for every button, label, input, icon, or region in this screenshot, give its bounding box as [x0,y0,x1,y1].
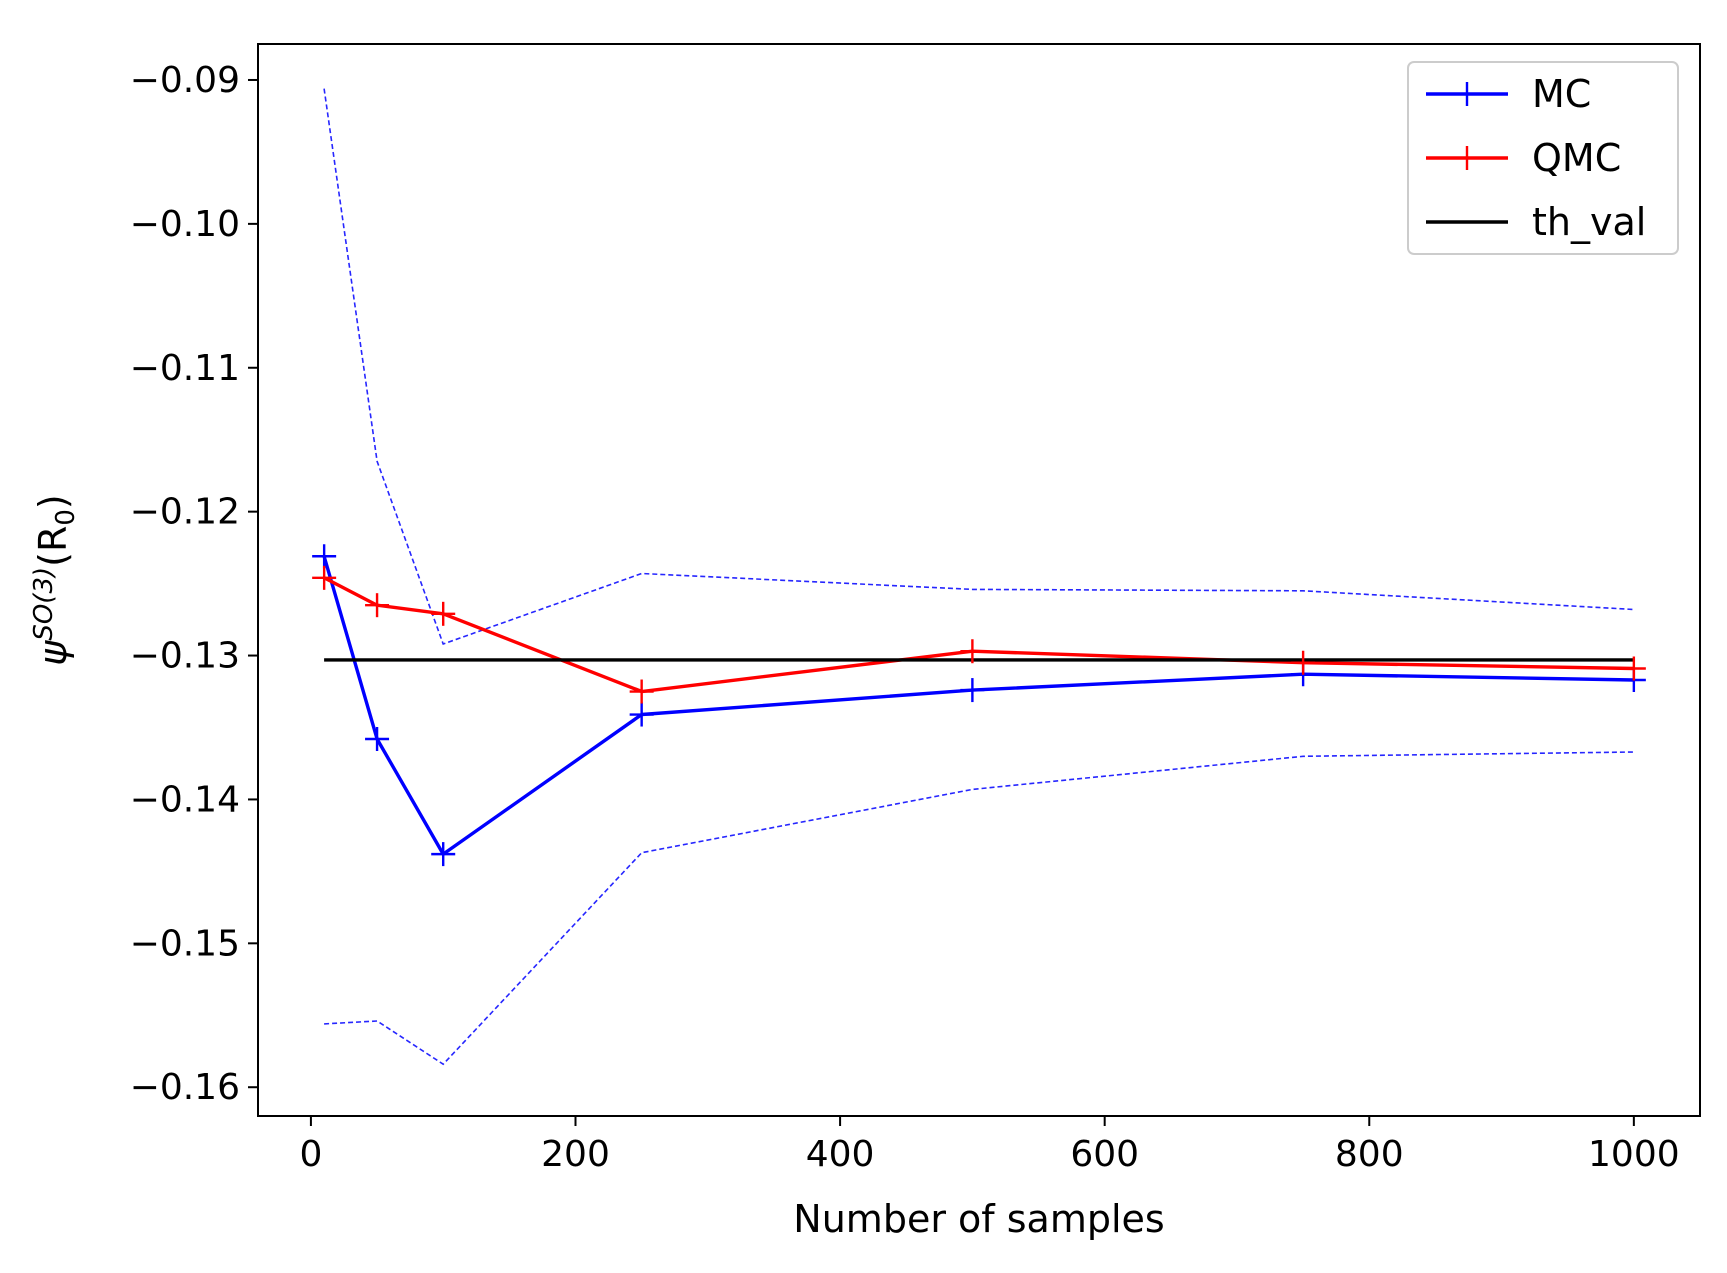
data-point-mc [365,727,390,752]
confidence-bands [323,88,1634,1066]
data-point-qmc [629,679,654,704]
legend-label: MC [1532,72,1591,116]
legend-label: th_val [1532,200,1646,244]
x-tick-label: 600 [1070,1134,1139,1175]
legend-entry-qmc: QMC [1426,136,1621,180]
y-label-symbol: ψ [31,640,75,666]
y-label-close: ) [31,494,75,509]
legend-entry-th-val: th_val [1426,200,1646,244]
x-tick-label: 200 [541,1134,610,1175]
data-point-qmc [365,593,390,618]
y-tick-label: −0.16 [130,1067,240,1108]
y-tick-label: −0.15 [130,923,240,964]
y-tick-label: −0.14 [130,779,240,820]
y-tick-label: −0.13 [130,636,240,677]
legend-box [1407,61,1679,255]
series-line-qmc [323,576,1634,694]
data-point-mc [312,544,337,569]
data-point-qmc [1621,656,1646,681]
series-markers [312,544,1646,867]
y-axis-label: ψSO(3)(R0) [29,494,81,666]
data-point-qmc [431,601,456,626]
y-label-superscript: SO(3) [29,567,59,641]
legend-entry-mc: MC [1426,72,1591,116]
y-label-argument: (R [31,526,75,567]
x-tick-label: 0 [299,1134,322,1175]
y-tick-label: −0.11 [130,348,240,389]
x-tick-label: 1000 [1588,1134,1680,1175]
series-line-mc [322,555,1634,856]
data-point-qmc [312,565,337,590]
data-point-mc [960,678,985,703]
x-tick-label: 400 [806,1134,875,1175]
y-tick-label: −0.10 [130,204,240,245]
legend: MC QMC th_val [1407,61,1679,255]
x-axis-label: Number of samples [793,1197,1164,1241]
x-tick-label: 800 [1335,1134,1404,1175]
data-point-mc [431,842,456,867]
plot-frame [257,43,1701,1117]
data-point-mc [629,702,654,727]
y-label-subscript: 0 [51,509,81,526]
y-axis-ticks: −0.09 −0.10 −0.11 −0.12 −0.13 −0.14 −0.15 −0.16 [130,60,258,1108]
svg-text:ψSO(3)(R0): ψSO(3)(R0) [29,494,81,666]
band-mc-upper [323,88,1634,646]
y-tick-label: −0.12 [130,492,240,533]
x-axis-ticks: 0 200 400 600 800 1000 [299,1116,1680,1175]
data-point-qmc [960,639,985,664]
data-point-qmc [1291,650,1316,675]
band-mc-lower [324,751,1634,1066]
legend-label: QMC [1532,136,1621,180]
y-tick-label: −0.09 [130,60,240,101]
series-lines [322,555,1634,856]
